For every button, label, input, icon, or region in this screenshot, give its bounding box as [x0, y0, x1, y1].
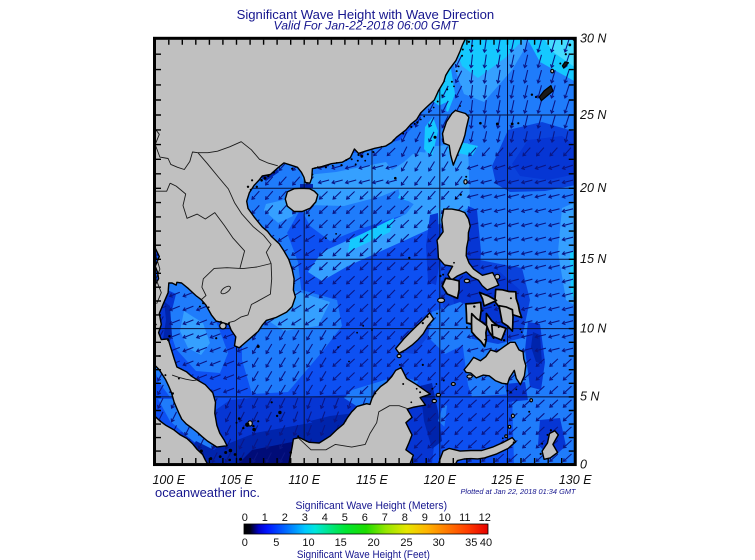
svg-text:oceanweather inc.: oceanweather inc. — [155, 485, 260, 500]
svg-text:0: 0 — [242, 512, 248, 524]
svg-text:4: 4 — [322, 512, 328, 524]
svg-text:8: 8 — [402, 512, 408, 524]
svg-text:Significant Wave Height (Feet): Significant Wave Height (Feet) — [297, 549, 430, 560]
svg-text:0: 0 — [242, 537, 248, 549]
svg-text:125 E: 125 E — [491, 473, 524, 487]
svg-text:100 E: 100 E — [152, 473, 185, 487]
svg-text:1: 1 — [262, 512, 268, 524]
svg-text:11: 11 — [459, 512, 470, 524]
svg-text:5 N: 5 N — [580, 390, 600, 404]
svg-text:130 E: 130 E — [559, 473, 592, 487]
svg-text:7: 7 — [382, 512, 388, 524]
svg-text:Significant Wave Height with W: Significant Wave Height with Wave Direct… — [237, 7, 495, 22]
svg-text:0: 0 — [580, 458, 587, 472]
svg-text:15: 15 — [335, 537, 347, 549]
svg-text:105 E: 105 E — [220, 473, 253, 487]
svg-text:20 N: 20 N — [579, 181, 607, 195]
svg-text:25: 25 — [400, 537, 412, 549]
svg-text:12: 12 — [479, 512, 491, 524]
svg-text:6: 6 — [362, 512, 368, 524]
svg-text:10: 10 — [302, 537, 314, 549]
svg-text:20: 20 — [367, 537, 379, 549]
svg-text:Significant Wave Height (Meter: Significant Wave Height (Meters) — [296, 500, 448, 512]
svg-text:110 E: 110 E — [288, 473, 320, 487]
svg-text:30: 30 — [433, 537, 445, 549]
svg-text:10: 10 — [439, 512, 451, 524]
svg-text:10 N: 10 N — [580, 321, 607, 335]
svg-text:2: 2 — [282, 512, 288, 524]
svg-text:5: 5 — [273, 537, 279, 549]
svg-text:Valid For Jan-22-2018 06:00 GM: Valid For Jan-22-2018 06:00 GMT — [274, 19, 460, 33]
svg-text:15 N: 15 N — [580, 252, 607, 266]
svg-text:9: 9 — [422, 512, 428, 524]
svg-text:3: 3 — [302, 512, 308, 524]
svg-text:120 E: 120 E — [423, 473, 456, 487]
svg-text:30 N: 30 N — [580, 31, 607, 45]
svg-text:40: 40 — [480, 537, 492, 549]
svg-text:115 E: 115 E — [356, 473, 388, 487]
svg-text:25 N: 25 N — [579, 108, 607, 122]
svg-text:5: 5 — [342, 512, 348, 524]
svg-text:Plotted at Jan 22, 2018 01:34: Plotted at Jan 22, 2018 01:34 GMT — [461, 487, 577, 496]
svg-text:35: 35 — [465, 537, 477, 549]
